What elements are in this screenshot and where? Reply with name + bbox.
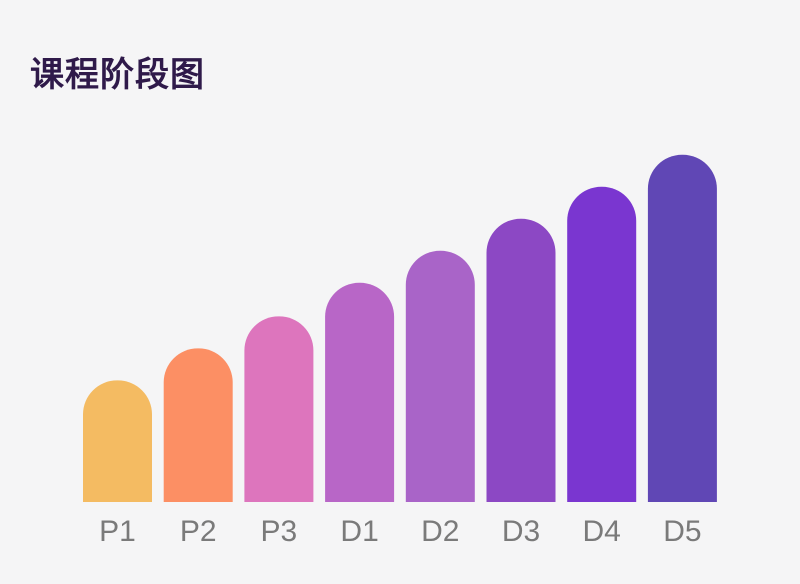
chart-title: 课程阶段图: [30, 55, 205, 95]
bar-d1: [325, 282, 395, 502]
x-tick-label-d4: D4: [583, 515, 621, 548]
x-tick-label-p3: P3: [261, 515, 298, 548]
bar-d5: [647, 154, 717, 503]
x-tick-label-d2: D2: [421, 515, 459, 548]
x-axis-ticks: P1 P2 P3 D1 D2 D3 D4 D5: [99, 515, 701, 548]
bar-p3: [244, 316, 314, 502]
x-tick-label-d1: D1: [340, 515, 378, 548]
x-tick-label-p2: P2: [180, 515, 217, 548]
x-tick-label-p1: P1: [99, 515, 136, 548]
x-tick-label-d3: D3: [502, 515, 540, 548]
bar-d4: [567, 186, 637, 503]
bar-p2: [163, 348, 233, 502]
x-tick-label-d5: D5: [663, 515, 701, 548]
bars-group: [83, 154, 717, 503]
bar-d3: [486, 218, 556, 503]
bar-p1: [83, 380, 152, 502]
bar-d2: [405, 250, 475, 502]
